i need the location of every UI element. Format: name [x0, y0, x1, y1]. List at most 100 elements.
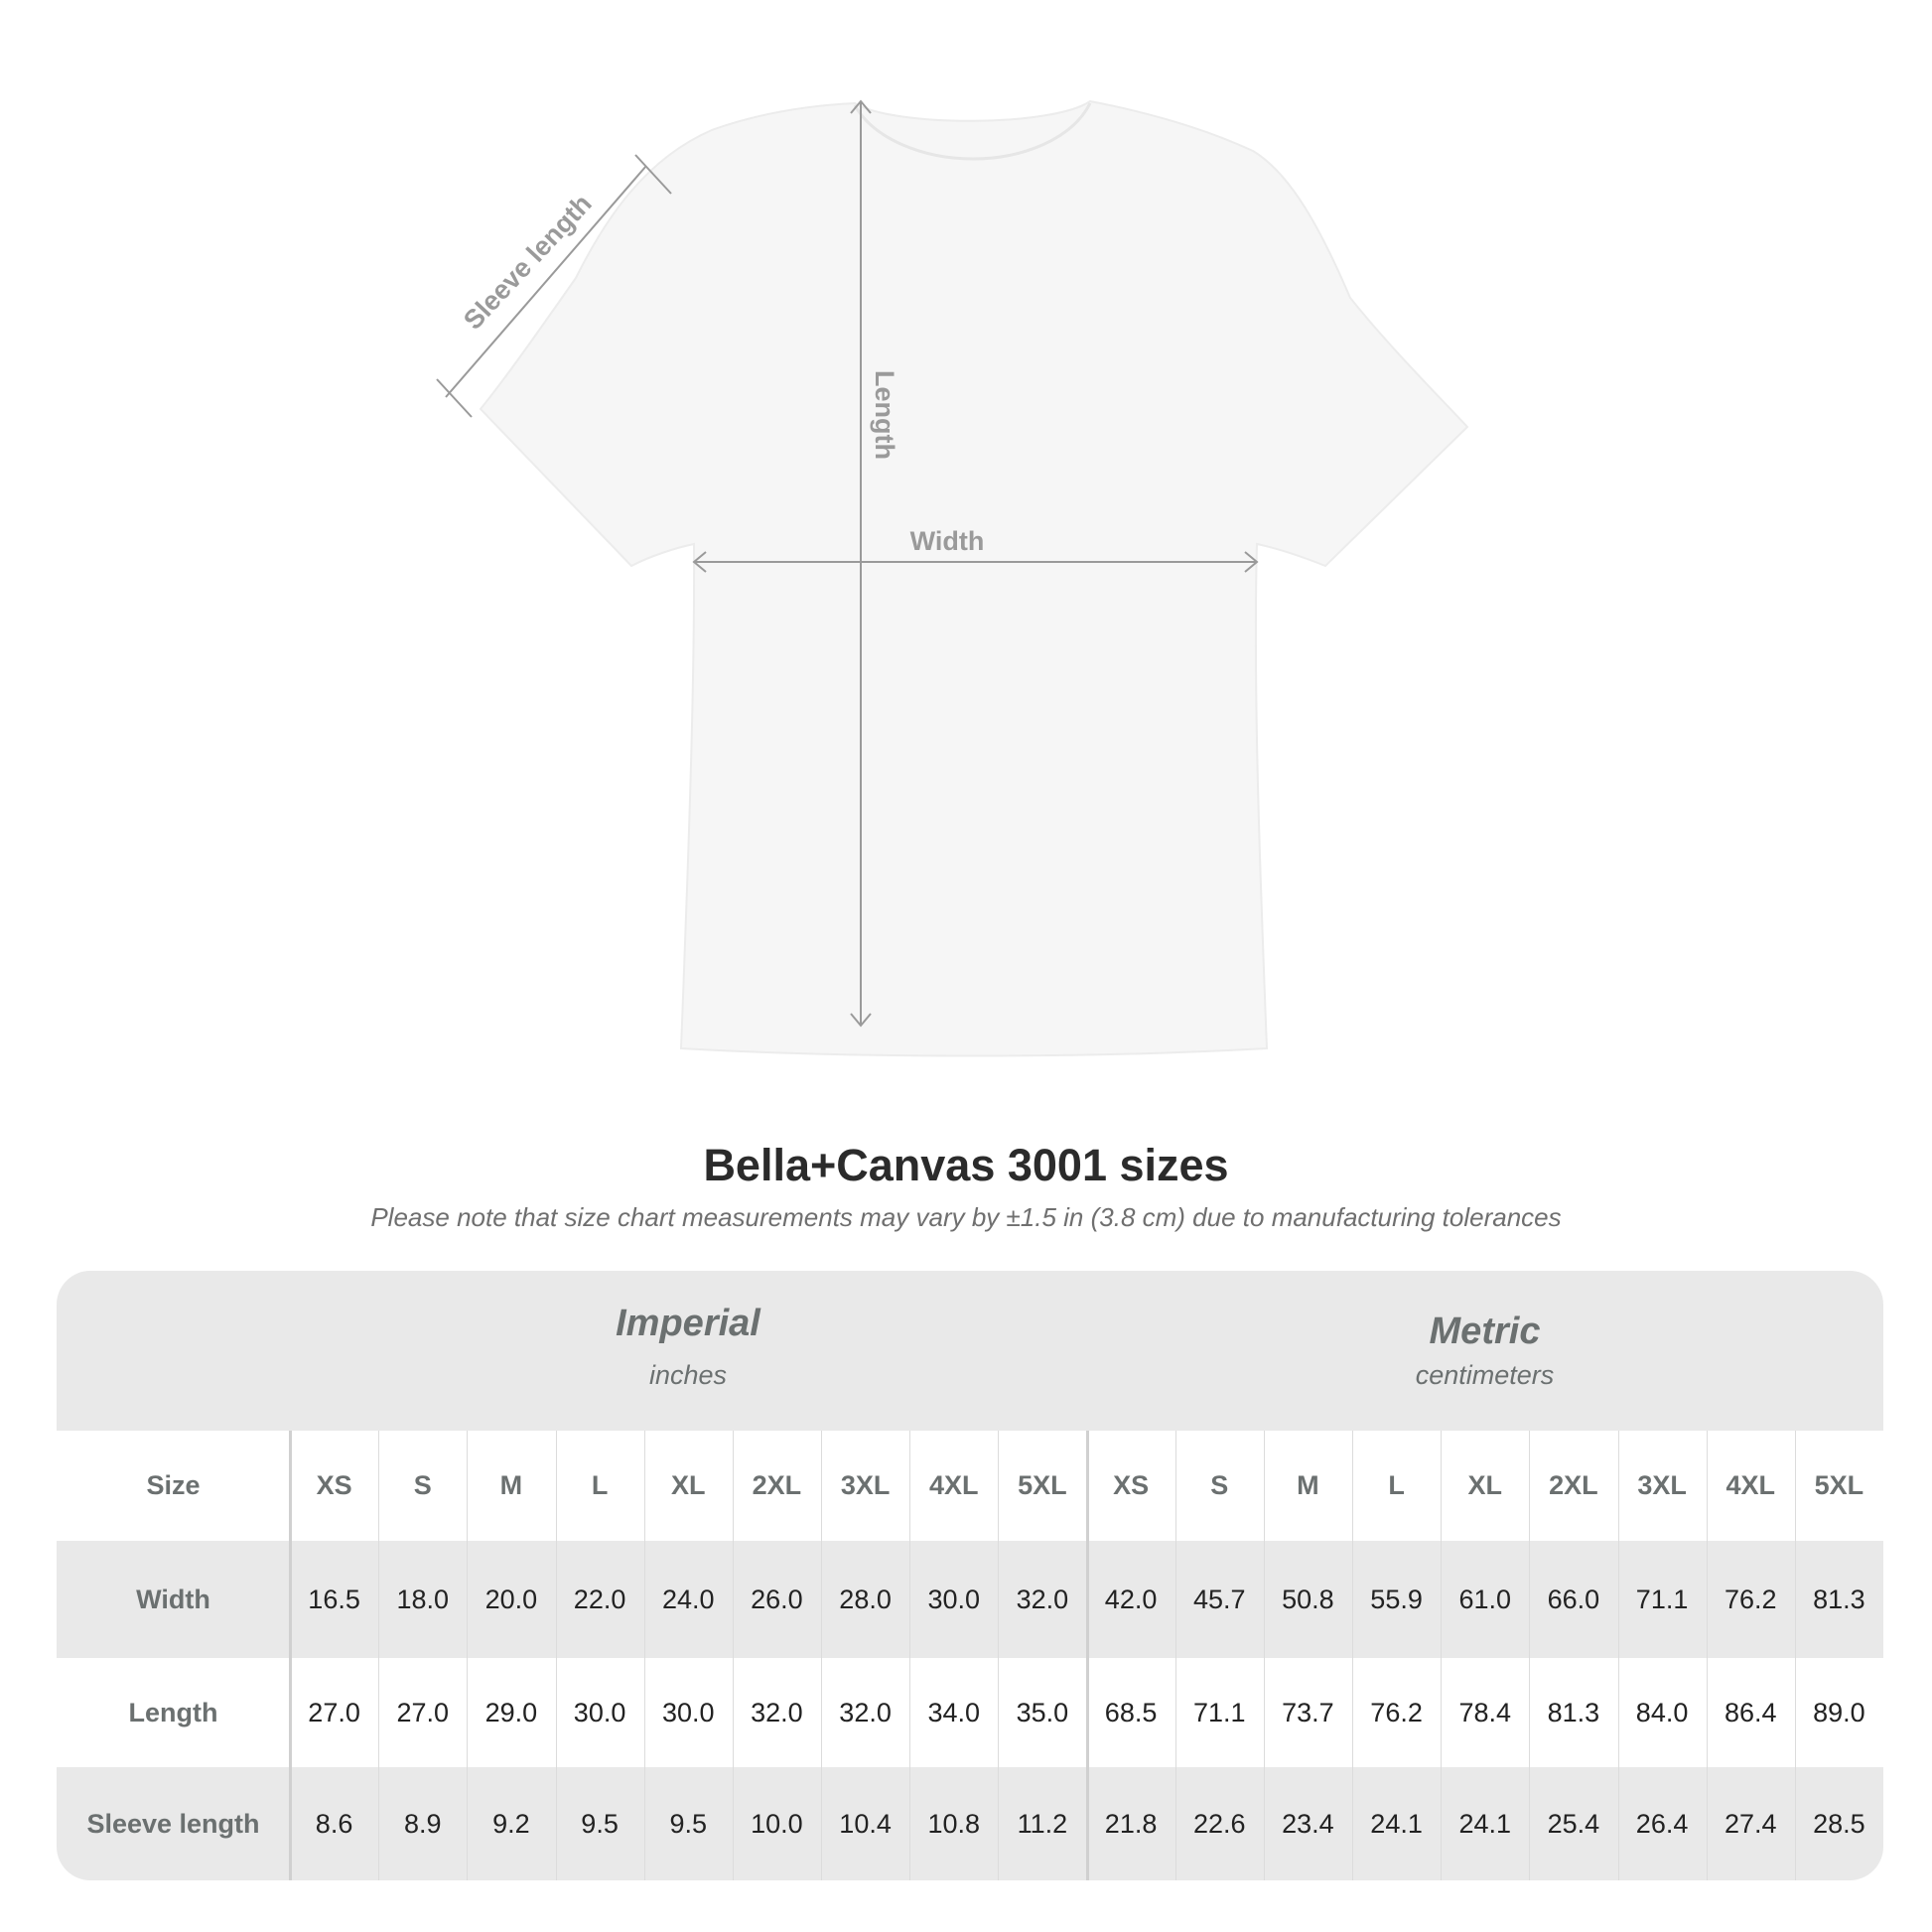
imperial-value: 32.0	[751, 1697, 803, 1727]
metric-unit: centimeters	[1415, 1360, 1555, 1390]
width-arrow-right	[1244, 551, 1259, 573]
column-divider	[1706, 1431, 1708, 1880]
imperial-value: 10.8	[927, 1808, 981, 1839]
imperial-value: 34.0	[927, 1697, 981, 1727]
imperial-value: 32.0	[839, 1697, 892, 1727]
metric-value: 76.2	[1724, 1584, 1777, 1614]
length-arrow-top	[850, 99, 872, 114]
column-divider	[1794, 1431, 1796, 1880]
metric-value: 45.7	[1192, 1584, 1246, 1614]
imperial-value: 32.0	[1016, 1584, 1069, 1614]
length-label: Length	[870, 370, 899, 460]
imperial-value: 9.2	[492, 1808, 530, 1839]
column-divider	[909, 1431, 911, 1880]
metric-value: 76.2	[1370, 1697, 1423, 1727]
metric-value: 71.1	[1635, 1584, 1689, 1614]
imperial-value: 16.5	[308, 1584, 360, 1614]
metric-value: 66.0	[1547, 1584, 1600, 1614]
metric-size-XS: XS	[1113, 1470, 1150, 1500]
sleeve-measure-line	[445, 165, 647, 398]
imperial-value: 8.6	[315, 1808, 353, 1839]
metric-value: 55.9	[1370, 1584, 1423, 1614]
header-band	[57, 1271, 1883, 1431]
column-divider	[998, 1431, 1000, 1880]
row-band-width	[57, 1541, 1883, 1658]
imperial-value: 30.0	[661, 1697, 715, 1727]
metric-value: 22.6	[1192, 1808, 1246, 1839]
metric-value: 24.1	[1458, 1808, 1512, 1839]
imperial-size-4XL: 4XL	[928, 1470, 979, 1500]
size-header-label: Size	[146, 1470, 201, 1500]
row-label: Width	[136, 1584, 210, 1614]
imperial-value: 20.0	[484, 1584, 538, 1614]
imperial-value: 27.0	[396, 1697, 450, 1727]
metric-value: 26.4	[1635, 1808, 1689, 1839]
column-divider	[1529, 1431, 1531, 1880]
column-divider	[1174, 1431, 1176, 1880]
imperial-value: 10.4	[839, 1808, 892, 1839]
metric-value: 81.3	[1813, 1584, 1865, 1614]
metric-header: Metric centimeters	[1086, 1271, 1883, 1431]
metric-size-3XL: 3XL	[1637, 1470, 1687, 1500]
metric-value: 61.0	[1458, 1584, 1512, 1614]
metric-size-M: M	[1297, 1470, 1319, 1500]
imperial-size-2XL: 2XL	[752, 1470, 802, 1500]
metric-size-5XL: 5XL	[1814, 1470, 1864, 1500]
tolerance-note: Please note that size chart measurements…	[370, 1202, 1562, 1232]
metric-value: 68.5	[1104, 1697, 1158, 1727]
width-arrow-left	[692, 551, 707, 573]
metric-size-XL: XL	[1467, 1470, 1502, 1500]
imperial-value: 9.5	[581, 1808, 619, 1839]
column-divider	[643, 1431, 645, 1880]
imperial-size-M: M	[499, 1470, 523, 1500]
column-divider	[1617, 1431, 1619, 1880]
metric-value: 89.0	[1813, 1697, 1865, 1727]
size-chart-table: Imperial inches Metric centimeters Size X…	[57, 1271, 1883, 1880]
imperial-value: 9.5	[669, 1808, 707, 1839]
metric-value: 28.5	[1813, 1808, 1865, 1839]
metric-value: 42.0	[1104, 1584, 1158, 1614]
column-divider	[289, 1431, 292, 1880]
column-divider	[821, 1431, 822, 1880]
metric-size-S: S	[1210, 1470, 1229, 1500]
imperial-title: Imperial	[616, 1303, 760, 1344]
row-band-sleeve	[57, 1767, 1883, 1880]
imperial-unit: inches	[648, 1360, 728, 1390]
sleeve-tick-end	[634, 154, 672, 195]
imperial-value: 30.0	[927, 1584, 981, 1614]
imperial-size-S: S	[413, 1470, 432, 1500]
imperial-size-L: L	[591, 1470, 609, 1500]
sleeve-tick-start	[436, 378, 473, 418]
imperial-value: 30.0	[573, 1697, 626, 1727]
tshirt-image	[479, 99, 1469, 1057]
metric-value: 27.4	[1724, 1808, 1777, 1839]
imperial-value: 10.0	[751, 1808, 803, 1839]
metric-value: 71.1	[1192, 1697, 1246, 1727]
metric-size-2XL: 2XL	[1549, 1470, 1598, 1500]
imperial-size-XL: XL	[670, 1470, 706, 1500]
metric-value: 78.4	[1458, 1697, 1512, 1727]
column-divider	[732, 1431, 734, 1880]
width-label: Width	[910, 526, 985, 556]
column-divider	[1352, 1431, 1353, 1880]
imperial-value: 8.9	[403, 1808, 442, 1839]
imperial-value: 11.2	[1017, 1808, 1068, 1839]
metric-value: 21.8	[1104, 1808, 1158, 1839]
row-label: Length	[128, 1697, 218, 1727]
column-divider	[1441, 1431, 1443, 1880]
metric-value: 81.3	[1547, 1697, 1600, 1727]
metric-value: 50.8	[1282, 1584, 1334, 1614]
tshirt-collar	[853, 102, 1092, 161]
imperial-value: 22.0	[573, 1584, 626, 1614]
metric-value: 23.4	[1282, 1808, 1334, 1839]
imperial-size-3XL: 3XL	[840, 1470, 891, 1500]
metric-size-4XL: 4XL	[1725, 1470, 1775, 1500]
imperial-value: 28.0	[839, 1584, 892, 1614]
column-divider	[467, 1431, 469, 1880]
metric-value: 25.4	[1547, 1808, 1600, 1839]
tshirt-diagram: Sleeve length Length Width	[436, 99, 1469, 1057]
imperial-value: 35.0	[1016, 1697, 1069, 1727]
length-arrow-bottom	[850, 1013, 872, 1028]
column-divider	[378, 1431, 380, 1880]
imperial-value: 24.0	[661, 1584, 715, 1614]
